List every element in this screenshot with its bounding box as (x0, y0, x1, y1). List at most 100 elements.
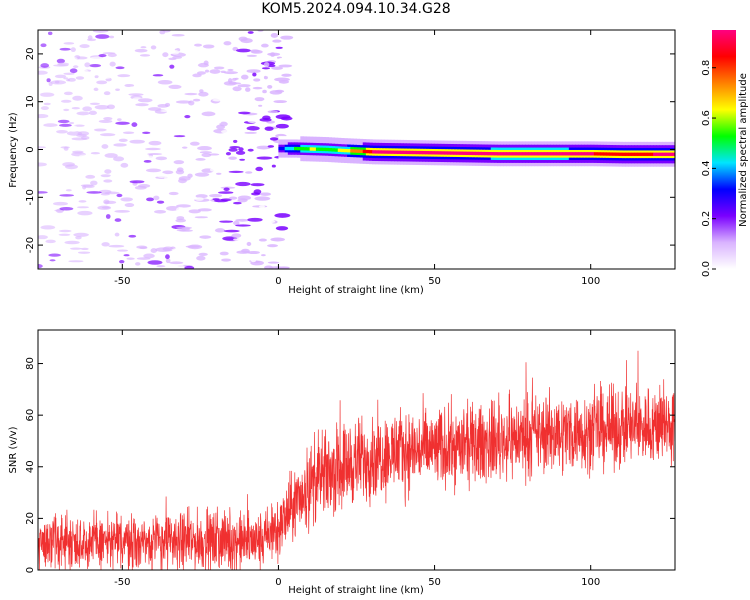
ridge-cell (303, 147, 308, 151)
ridge-cell (290, 146, 295, 151)
ridge-cell (656, 152, 660, 156)
noise-blob (59, 206, 74, 211)
noise-blob (209, 131, 217, 137)
noise-blob (262, 89, 267, 94)
ridge-cell (434, 151, 439, 155)
ridge-cell (559, 152, 564, 156)
noise-blob (38, 263, 43, 269)
ridge-cell (368, 150, 373, 154)
x-tick-label: -50 (114, 577, 130, 588)
noise-blob (176, 204, 191, 208)
noise-blob (213, 121, 222, 124)
noise-blob (245, 87, 251, 92)
noise-blob (223, 41, 232, 46)
noise-blob (278, 80, 290, 84)
noise-blob (90, 152, 100, 155)
noise-blob (270, 32, 279, 38)
noise-blob (275, 226, 289, 231)
noise-blob (216, 172, 222, 175)
ridge-cell (521, 152, 526, 156)
noise-blob (65, 189, 72, 192)
noise-blob (43, 123, 58, 127)
noise-blob (114, 232, 120, 237)
noise-blob (128, 93, 144, 96)
ridge-cell (437, 151, 442, 155)
noise-blob (75, 76, 85, 80)
noise-blob (140, 46, 147, 49)
noise-blob (251, 192, 261, 196)
ridge-cell (372, 150, 376, 154)
noise-blob (40, 225, 56, 230)
noise-blob (88, 247, 102, 250)
noise-blob (228, 196, 238, 200)
ridge-cell (297, 146, 301, 151)
noise-blob (45, 239, 56, 244)
noise-blob (113, 156, 125, 162)
ridge-cell (668, 152, 673, 156)
noise-blob (176, 226, 192, 230)
ridge-cell (353, 149, 357, 153)
ridge-cell (278, 146, 283, 151)
noise-blob (66, 78, 71, 82)
noise-blob (254, 97, 265, 102)
noise-blob (270, 52, 276, 57)
noise-blob (152, 137, 162, 141)
ridge-cell (443, 151, 448, 155)
noise-blob (213, 66, 225, 70)
noise-blob (156, 172, 167, 178)
noise-blob (175, 264, 185, 269)
noise-blob (269, 184, 280, 187)
ridge-cell (356, 149, 361, 153)
ridge-cell (503, 152, 507, 156)
noise-blob (38, 93, 41, 98)
noise-blob (195, 194, 208, 199)
noise-blob (261, 254, 266, 257)
ridge-cell (281, 146, 286, 151)
noise-blob (38, 191, 48, 194)
noise-blob (89, 64, 102, 68)
noise-blob (43, 102, 51, 106)
ridge-cell (634, 152, 639, 156)
ridge-cell (596, 152, 601, 156)
noise-blob (246, 241, 252, 247)
noise-blob (138, 184, 151, 188)
colorbar-tick-label: 0.0 (701, 261, 712, 277)
ridge-cell (475, 151, 479, 156)
noise-blob (209, 69, 221, 74)
noise-blob (271, 164, 276, 168)
noise-blob (58, 233, 71, 236)
ridge-cell (325, 147, 329, 152)
noise-blob (176, 229, 187, 232)
ridge-cell (550, 152, 554, 156)
noise-blob (57, 119, 70, 124)
noise-blob (38, 70, 48, 75)
noise-blob (73, 232, 89, 237)
snr-data (38, 350, 675, 570)
noise-blob (145, 147, 161, 151)
noise-blob (272, 195, 285, 199)
noise-blob (56, 185, 73, 189)
noise-blob (89, 102, 100, 105)
noise-blob (227, 78, 233, 84)
noise-blob (124, 203, 135, 208)
noise-blob (263, 75, 268, 80)
noise-blob (77, 251, 91, 254)
noise-blob (126, 257, 135, 260)
noise-blob (166, 205, 180, 211)
noise-blob (147, 153, 163, 156)
colorbar-tick-label: 0.4 (701, 160, 712, 176)
noise-blob (221, 258, 232, 262)
noise-blob (238, 225, 248, 230)
noise-blob (258, 104, 263, 107)
noise-blob (156, 47, 167, 53)
noise-blob (103, 179, 113, 183)
ridge-cell (671, 152, 675, 156)
ridge-cell (662, 152, 667, 156)
noise-blob (258, 92, 263, 96)
noise-blob (250, 183, 265, 187)
noise-blob (247, 250, 260, 255)
noise-blob (63, 77, 69, 80)
noise-blob (103, 116, 113, 121)
noise-blob (69, 128, 78, 133)
noise-blob (88, 110, 97, 116)
